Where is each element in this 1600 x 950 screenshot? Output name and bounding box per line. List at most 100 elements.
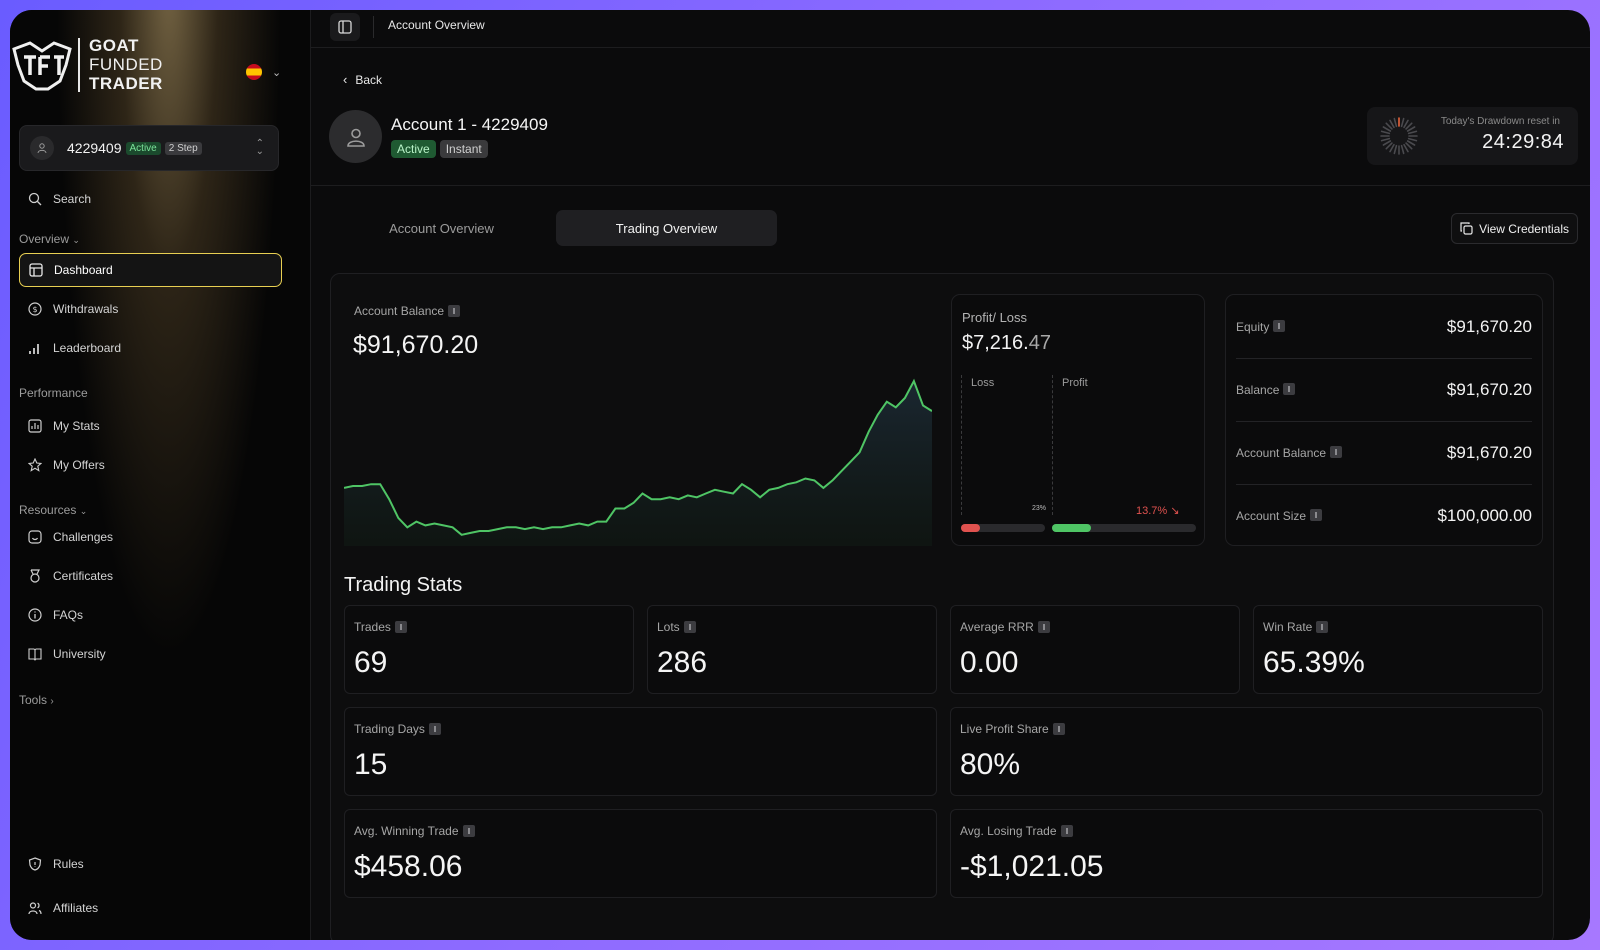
info-icon[interactable] [683, 620, 696, 633]
brand-name: GOAT FUNDED TRADER [89, 36, 163, 93]
view-credentials-button[interactable]: View Credentials [1451, 213, 1578, 244]
stat-label-text: Avg. Losing Trade [960, 824, 1057, 838]
info-icon[interactable] [1060, 824, 1073, 837]
back-label: Back [355, 72, 383, 87]
sidebar-item-affiliates[interactable]: Affiliates [19, 891, 282, 925]
stat-card-win-rate: Win Rate 65.39% [1253, 605, 1543, 694]
summary-label-text: Balance [1236, 382, 1280, 397]
info-icon[interactable] [1330, 446, 1343, 459]
brand-line-1: GOAT [89, 36, 139, 55]
back-button[interactable]: ‹ Back [343, 72, 382, 87]
stat-value: $458.06 [354, 850, 463, 883]
stat-value: 80% [960, 748, 1021, 781]
user-avatar-icon [30, 136, 54, 160]
sidebar-item-rules[interactable]: Rules [19, 847, 282, 881]
sidebar-item-search[interactable]: Search [19, 182, 282, 216]
drawdown-timer: Today's Drawdown reset in 24:29:84 [1367, 107, 1578, 165]
sidebar-item-label: Withdrawals [53, 302, 119, 316]
page-title: Account 1 - 4229409 [391, 115, 548, 134]
sidebar-item-withdrawals[interactable]: $ Withdrawals [19, 292, 282, 326]
spinner-tick [1400, 117, 1405, 128]
summary-value: $91,670.20 [1446, 379, 1532, 399]
brand-logo[interactable]: GOAT FUNDED TRADER [10, 36, 163, 93]
timer-value: 24:29:84 [1482, 131, 1564, 153]
sidebar-item-my-offers[interactable]: My Offers [19, 448, 282, 482]
stat-card-live-profit-share: Live Profit Share 80% [950, 707, 1543, 796]
sidebar-item-label: Search [53, 192, 92, 206]
chevron-right-icon: › [50, 696, 54, 707]
language-selector[interactable]: ⌄ [246, 64, 281, 80]
info-icon[interactable] [1273, 320, 1286, 333]
summary-row-balance: Balance $91,670.20 [1236, 358, 1532, 421]
status-badge: Active [391, 140, 436, 158]
stat-value: -$1,021.05 [960, 850, 1104, 883]
summary-label-text: Account Size [1236, 508, 1307, 523]
sidebar-toggle-button[interactable] [330, 13, 360, 41]
section-overview[interactable]: Overview ⌄ [19, 232, 80, 246]
stat-label: Avg. Losing Trade [960, 824, 1073, 838]
sidebar-item-faqs[interactable]: FAQs [19, 598, 282, 632]
info-icon[interactable] [448, 304, 461, 317]
user-icon [346, 128, 365, 147]
profit-loss-value: $7,216.47 [962, 332, 1051, 355]
summary-divider [1236, 358, 1532, 359]
spinner-tick [1380, 137, 1391, 142]
stat-label-text: Average RRR [960, 620, 1034, 634]
spain-flag-icon [246, 64, 262, 80]
spinner-tick [1403, 119, 1409, 129]
profit-bar-fill [1052, 524, 1091, 532]
stat-label: Lots [657, 620, 696, 634]
account-id: 4229409 [67, 140, 122, 156]
stat-label-text: Live Profit Share [960, 722, 1049, 736]
sidebar-item-certificates[interactable]: Certificates [19, 559, 282, 593]
profit-percent: 13.7% ↘ [1136, 504, 1179, 517]
info-icon[interactable] [462, 824, 475, 837]
info-icon[interactable] [1316, 620, 1329, 633]
smile-icon [27, 529, 43, 545]
tab-trading-overview[interactable]: Trading Overview [556, 210, 777, 246]
trading-overview-panel: Account Balance $91,670.20 Profit/ Loss … [330, 273, 1554, 940]
sidebar-item-leaderboard[interactable]: Leaderboard [19, 331, 282, 365]
profit-axis-line [1052, 375, 1053, 515]
stat-card-avg-winning-trade: Avg. Winning Trade $458.06 [344, 809, 937, 898]
info-icon[interactable] [1283, 383, 1296, 396]
sidebar-item-university[interactable]: University [19, 637, 282, 671]
account-summary-card: Equity $91,670.20 Balance $91,670.20 Acc… [1225, 294, 1543, 546]
info-icon[interactable] [1052, 722, 1065, 735]
goat-logo-icon [12, 40, 72, 90]
account-switcher[interactable]: 4229409 Active 2 Step ⌃ ⌄ [19, 125, 279, 171]
chevron-left-icon: ‹ [343, 72, 348, 87]
users-icon [27, 900, 43, 916]
info-icon[interactable] [1037, 620, 1050, 633]
sidebar-item-challenges[interactable]: Challenges [19, 520, 282, 554]
stat-card-avg-losing-trade: Avg. Losing Trade -$1,021.05 [950, 809, 1543, 898]
chevron-down-icon: ⌄ [272, 66, 282, 79]
summary-label-text: Equity [1236, 319, 1270, 334]
tab-account-overview[interactable]: Account Overview [389, 220, 494, 236]
topbar-divider [373, 16, 374, 38]
brand-divider [78, 37, 80, 92]
medal-icon [27, 568, 43, 584]
stat-value: 0.00 [960, 646, 1019, 679]
dashboard-icon [28, 262, 44, 278]
section-tools[interactable]: Tools › [19, 693, 54, 707]
sidebar-item-dashboard[interactable]: Dashboard [19, 253, 282, 287]
section-resources[interactable]: Resources ⌄ [19, 503, 87, 517]
trading-stats-title: Trading Stats [344, 574, 463, 596]
info-icon[interactable] [1310, 509, 1323, 522]
stat-label: Win Rate [1263, 620, 1329, 634]
spinner-tick [1389, 119, 1395, 129]
info-icon[interactable] [394, 620, 407, 633]
shield-icon [27, 856, 43, 872]
sidebar-item-my-stats[interactable]: My Stats [19, 409, 282, 443]
stat-label-text: Lots [657, 620, 680, 634]
svg-text:$: $ [32, 305, 37, 314]
summary-row-equity: Equity $91,670.20 [1236, 295, 1532, 358]
summary-divider [1236, 421, 1532, 422]
type-badge: Instant [439, 140, 488, 158]
spinner-tick [1393, 144, 1398, 155]
info-icon[interactable] [428, 722, 441, 735]
sidebar-item-label: Challenges [53, 530, 114, 544]
info-circle-icon [27, 607, 43, 623]
stat-label: Average RRR [960, 620, 1050, 634]
